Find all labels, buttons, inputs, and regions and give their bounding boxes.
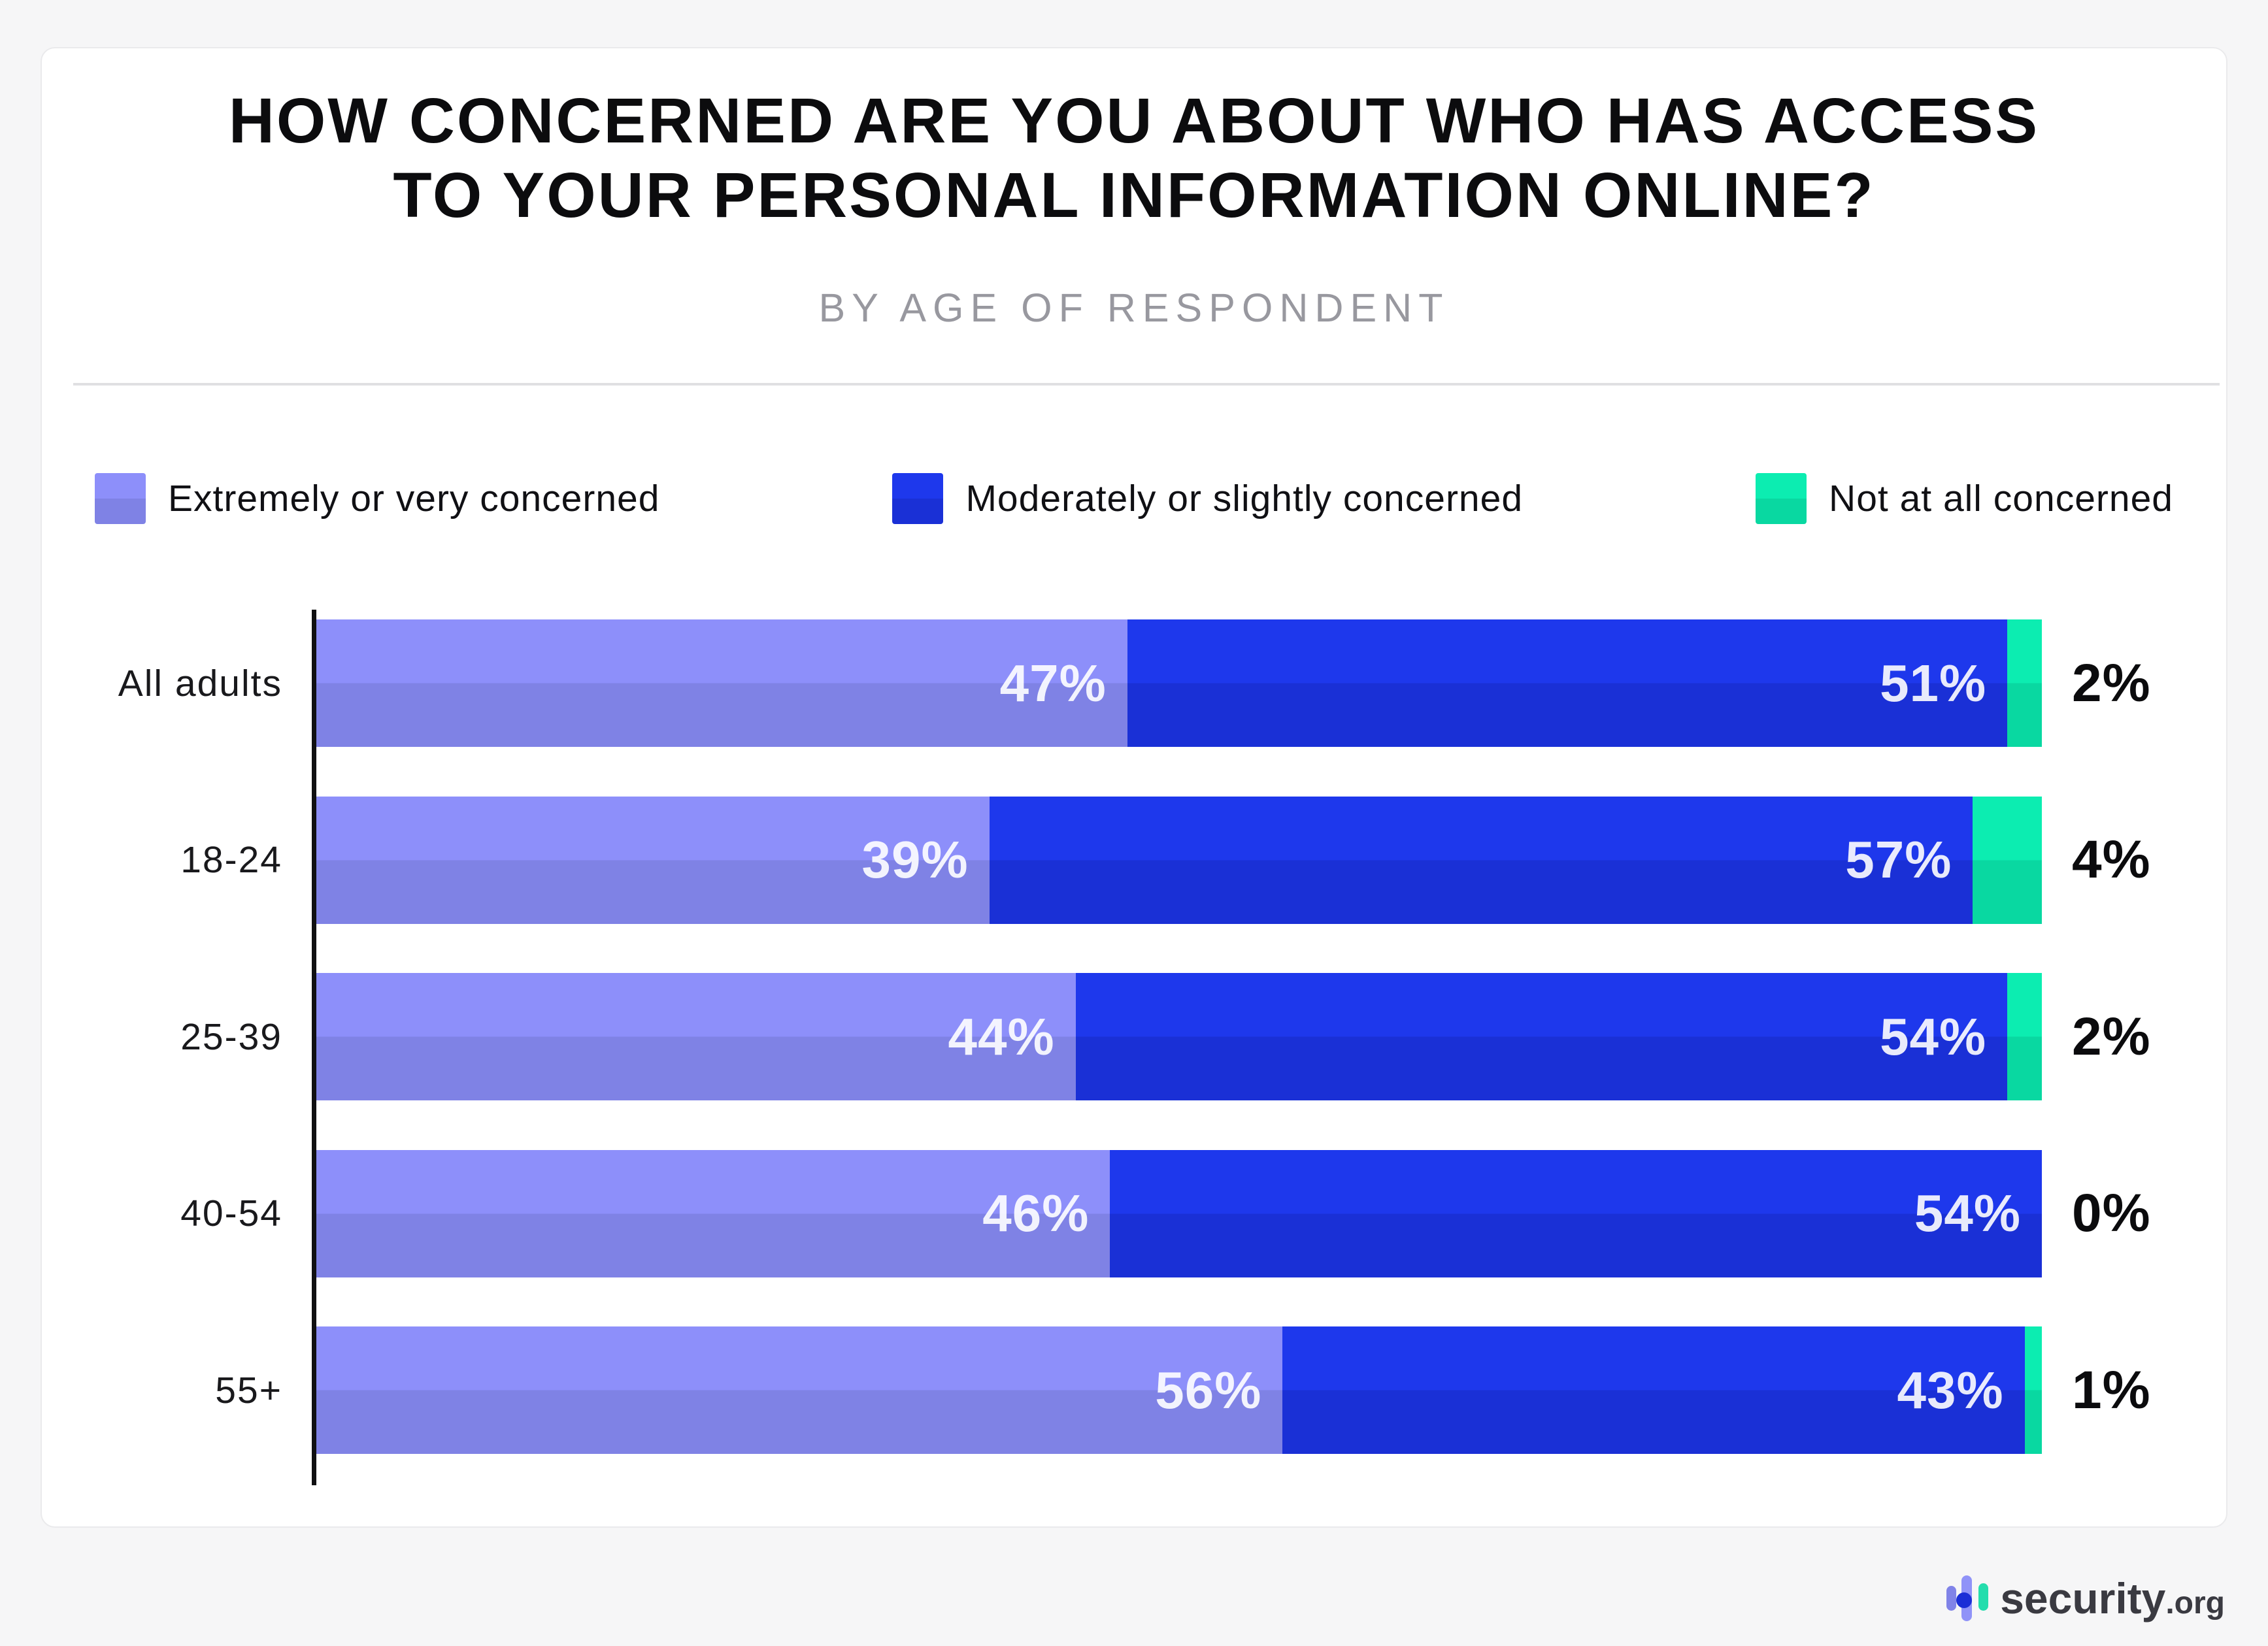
bar-segment-series-2 (2007, 619, 2042, 747)
outside-value-label: 0% (2072, 1183, 2151, 1243)
bar-segment-series-2 (1973, 796, 2042, 924)
legend: Extremely or very concerned Moderately or… (95, 472, 2173, 525)
security-org-icon (1946, 1575, 1990, 1621)
chart-row-40-54: 40-54 46% 54% 0% (0, 1149, 2268, 1277)
bar-segment-series-1: 54% (1075, 973, 2008, 1100)
brand-tld: .org (2165, 1586, 2225, 1621)
legend-swatch-icon (892, 473, 944, 524)
divider-line (73, 383, 2220, 386)
segment-value-label: 51% (1880, 653, 1987, 712)
segment-value-label: 44% (948, 1007, 1055, 1066)
bar-segment-series-0: 56% (316, 1326, 1283, 1454)
category-label: 25-39 (180, 1015, 282, 1058)
bar-segment-series-0: 39% (316, 796, 990, 924)
legend-swatch-icon (95, 473, 146, 524)
legend-label: Not at all concerned (1829, 478, 2173, 519)
bar-segment-series-1: 57% (989, 796, 1973, 924)
bar-segment-series-1: 51% (1127, 619, 2008, 747)
bar-segment-series-2 (2024, 1326, 2042, 1454)
legend-label: Extremely or very concerned (168, 478, 660, 519)
bar-segment-series-1: 43% (1282, 1326, 2025, 1454)
chart-row-18-24: 18-24 39% 57% 4% (0, 796, 2268, 924)
segment-value-label: 56% (1155, 1360, 1262, 1419)
chart-title-line2: TO YOUR PERSONAL INFORMATION ONLINE? (393, 159, 1875, 231)
outside-value-label: 1% (2072, 1360, 2151, 1420)
outside-value-label: 2% (2072, 653, 2151, 713)
stacked-bar: 47% 51% (316, 619, 2042, 747)
legend-item-1: Moderately or slightly concerned (892, 473, 1523, 524)
legend-item-0: Extremely or very concerned (95, 473, 659, 524)
chart-card (41, 47, 2227, 1528)
chart-subtitle: BY AGE OF RESPONDENT (818, 286, 1450, 330)
outside-value-label: 4% (2072, 830, 2151, 889)
bar-segment-series-0: 44% (316, 973, 1076, 1100)
stacked-bar: 46% 54% (316, 1149, 2042, 1277)
legend-item-2: Not at all concerned (1756, 473, 2173, 524)
segment-value-label: 43% (1897, 1360, 2004, 1419)
stacked-bar: 39% 57% (316, 796, 2042, 924)
chart-row-25-39: 25-39 44% 54% 2% (0, 973, 2268, 1100)
chart-title: HOW CONCERNED ARE YOU ABOUT WHO HAS ACCE… (82, 84, 2186, 233)
category-label: 55+ (215, 1369, 282, 1411)
segment-value-label: 54% (1914, 1184, 2021, 1242)
segment-value-label: 47% (999, 653, 1107, 712)
stacked-bar: 56% 43% (316, 1326, 2042, 1454)
bar-segment-series-0: 46% (316, 1149, 1110, 1277)
bar-segment-series-1: 54% (1110, 1149, 2042, 1277)
brand-wordmark: security .org (2000, 1573, 2225, 1623)
bar-segment-series-2 (2007, 973, 2042, 1100)
segment-value-label: 57% (1845, 831, 1952, 889)
outside-value-label: 2% (2072, 1006, 2151, 1066)
brand-logo: security .org (1946, 1559, 2225, 1638)
stacked-bar-chart: All adults 47% 51% 2% 18-24 39% 57% 4% 25-39 44% 5… (0, 619, 2268, 1456)
segment-value-label: 39% (861, 831, 969, 889)
category-label: 18-24 (180, 839, 282, 881)
chart-title-line1: HOW CONCERNED ARE YOU ABOUT WHO HAS ACCE… (228, 85, 2040, 156)
stacked-bar: 44% 54% (316, 973, 2042, 1100)
segment-value-label: 54% (1880, 1007, 1987, 1066)
bar-segment-series-0: 47% (316, 619, 1127, 747)
legend-swatch-icon (1756, 473, 1807, 524)
legend-label: Moderately or slightly concerned (965, 478, 1524, 519)
category-label: 40-54 (180, 1193, 282, 1234)
chart-row-55+: 55+ 56% 43% 1% (0, 1326, 2268, 1454)
y-axis-line (312, 610, 316, 1485)
chart-row-all-adults: All adults 47% 51% 2% (0, 619, 2268, 747)
segment-value-label: 46% (982, 1184, 1090, 1242)
category-label: All adults (118, 662, 282, 704)
brand-name: security (2000, 1574, 2166, 1622)
